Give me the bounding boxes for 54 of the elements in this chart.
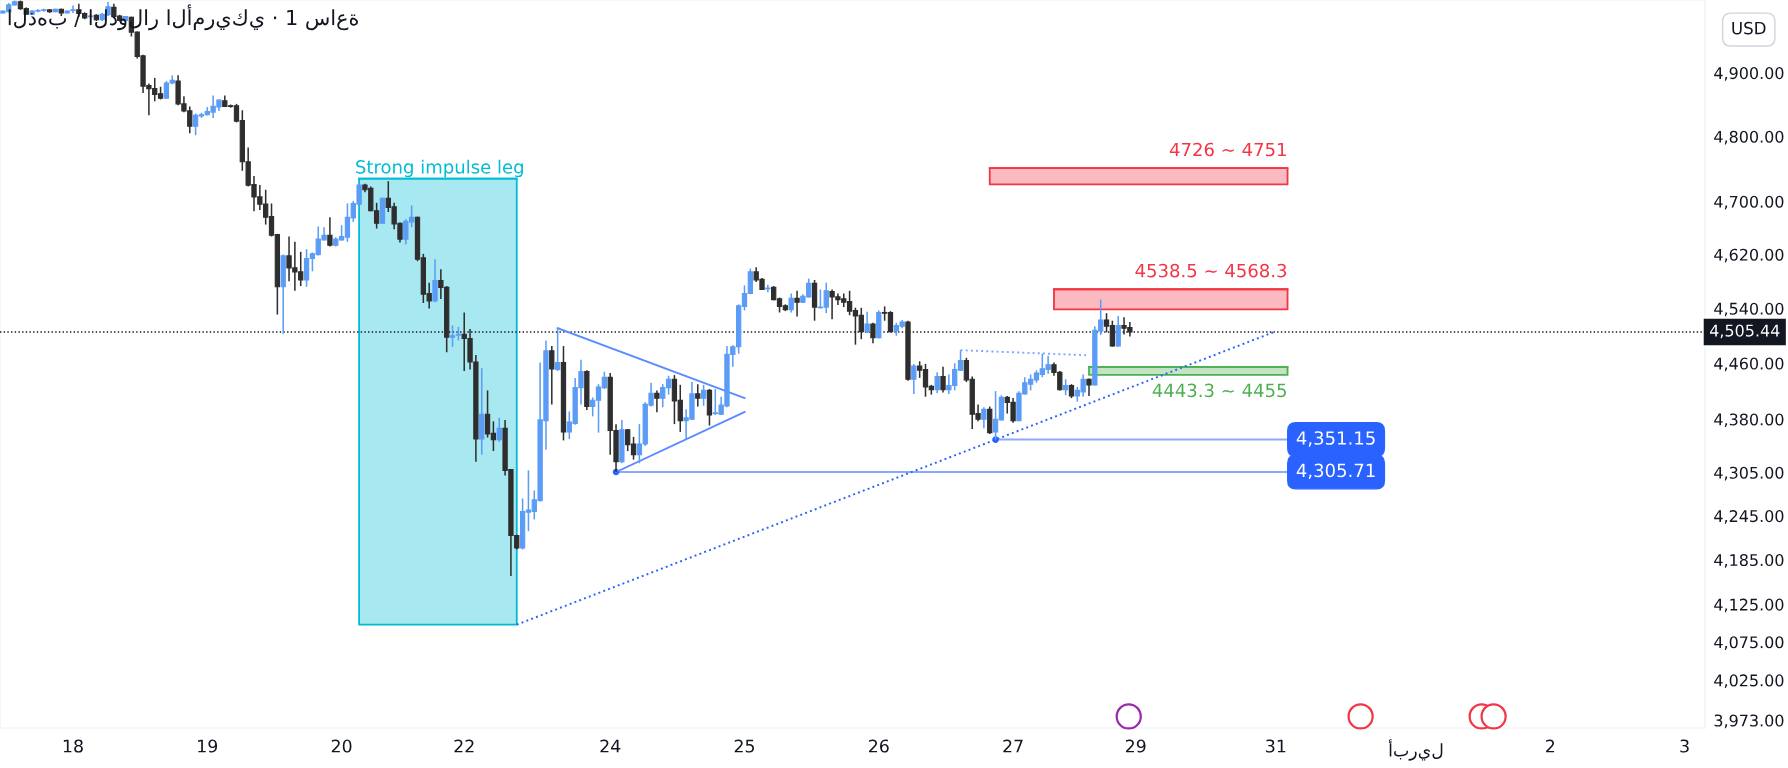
candlestick [432,258,438,304]
text: USD [1732,21,1766,35]
y-tick-label: 4,380.00 [1714,413,1784,428]
x-tick-label: 22 [454,739,474,753]
x-tick-label: 26 [869,739,889,753]
candlestick [981,406,987,430]
candlestick [864,311,870,334]
x-tick-label: 2 [1546,739,1555,753]
y-tick-label: 4,185.00 [1714,554,1784,568]
candlestick [794,290,800,318]
x-tick-label: 19 [198,739,218,753]
y-tick-label: 3,973.00 [1714,714,1784,729]
x-tick-label: 3 [1680,739,1689,753]
y-tick-label: 4,460.00 [1714,357,1784,372]
series-label: 4538.5 ~ 4568.3 [1135,263,1287,278]
x-tick-label: 25 [734,739,755,753]
candlestick [327,216,333,248]
candlestick [1115,315,1121,348]
ref-line-label: 4,505.44 [1709,324,1780,339]
y-tick-label: 4,540.00 [1714,302,1784,317]
candlestick [695,383,701,408]
x-tick-label: 18 [63,739,83,753]
candlestick [554,327,561,372]
y-tick-label: 4,245.00 [1714,510,1784,524]
candlestick [788,292,794,314]
y-tick-label: 4,900.00 [1714,67,1784,81]
x-tick-label: أبريل [1389,739,1443,761]
y-tick-label: 4,800.00 [1714,130,1784,145]
candlestick [987,405,993,435]
candlestick [654,389,660,413]
candlestick [496,417,502,443]
y-tick-label: 4,305.00 [1714,466,1784,481]
y-tick-label: 4,125.00 [1714,598,1784,613]
candlestick [765,283,771,293]
series-label: Strong impulse leg [356,159,523,178]
series-label: 4,351.15 [1296,431,1375,447]
candlestick [811,279,818,322]
candlestick [934,371,940,394]
series-label: 4726 ~ 4751 [1169,142,1286,157]
series-label: 4443.3 ~ 4455 [1152,383,1286,398]
y-tick-label: 4,700.00 [1714,195,1784,210]
y-tick-label: 4,075.00 [1714,636,1784,650]
y-tick-label: 4,025.00 [1714,674,1784,689]
x-tick-label: 29 [1125,739,1146,753]
x-tick-label: 20 [331,739,352,753]
candlestick [700,384,707,407]
x-tick-label: 24 [600,739,621,753]
y-tick-label: 4,620.00 [1714,248,1784,263]
x-tick-label: 31 [1266,739,1286,753]
candlestick [911,363,917,395]
x-tick-label: 27 [1003,739,1023,753]
candlestick [940,366,946,394]
series-label: 4,305.71 [1296,463,1375,480]
candlestick [549,345,555,406]
